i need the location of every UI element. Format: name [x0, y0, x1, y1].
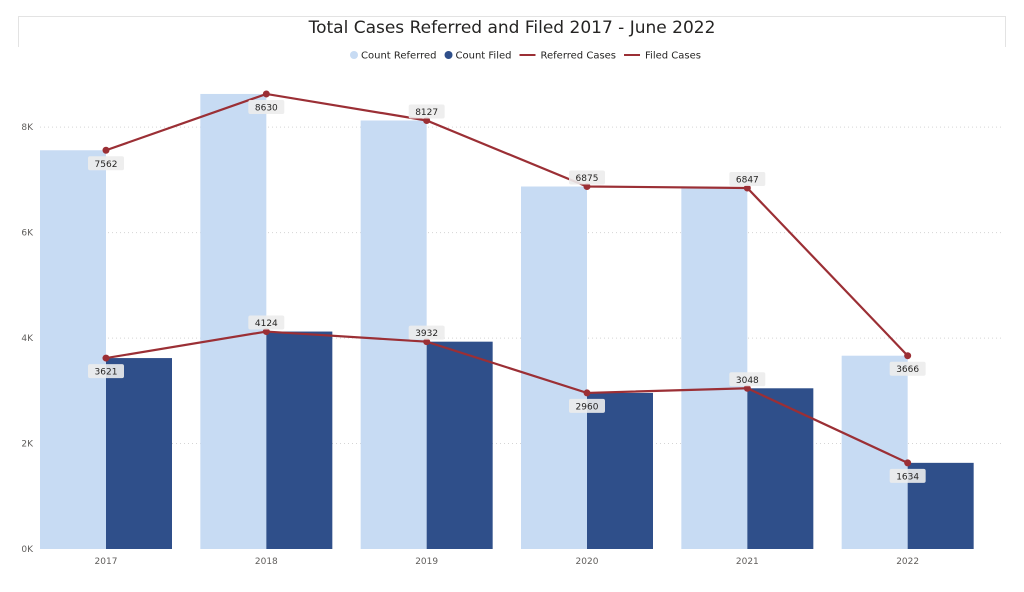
- data-label-filed-cases-2019: 3932: [415, 329, 438, 339]
- data-label-box-filed-cases-2022: [889, 468, 926, 483]
- legend-label-count-filed: Count Filed: [456, 51, 512, 62]
- marker-referred-cases-2021: [743, 184, 751, 192]
- data-label-box-referred-cases-2020: [569, 170, 605, 185]
- legend-marker-count-referred: [350, 51, 358, 59]
- y-tick-label-4K: 4K: [21, 334, 34, 344]
- line-referred-cases: [105, 92, 909, 357]
- legend-label-referred-cases: Referred Cases: [541, 51, 617, 62]
- marker-filed-cases-2017: [102, 354, 110, 362]
- marker-referred-cases-2022: [904, 352, 912, 360]
- legend-label-filed-cases: Filed Cases: [645, 51, 701, 62]
- x-tick-label-2021: 2021: [736, 557, 759, 567]
- marker-filed-cases-2020: [583, 389, 591, 397]
- data-label-box-filed-cases-2019: [408, 325, 445, 340]
- data-label-box-referred-cases-2019: [408, 104, 445, 119]
- marker-filed-cases-2021: [743, 384, 751, 392]
- legend-label-count-referred: Count Referred: [361, 51, 437, 62]
- data-label-box-referred-cases-2017: [88, 156, 124, 171]
- data-label-referred-cases-2019: 8127: [415, 108, 438, 118]
- y-tick-label-8K: 8K: [21, 123, 34, 133]
- legend-marker-count-filed: [444, 51, 453, 59]
- marker-referred-cases-2019: [423, 116, 431, 124]
- data-label-box-filed-cases-2021: [729, 372, 766, 387]
- y-tick-label-0K: 0K: [21, 545, 34, 555]
- data-label-box-referred-cases-2022: [889, 361, 926, 376]
- bar-count-filed-2021: [747, 388, 814, 549]
- y-tick-label-2K: 2K: [21, 440, 34, 450]
- data-label-referred-cases-2020: 6875: [576, 174, 599, 184]
- bar-count-filed-2018: [266, 331, 333, 549]
- data-label-box-filed-cases-2017: [88, 364, 124, 379]
- x-tick-label-2019: 2019: [415, 557, 438, 567]
- bar-count-filed-2020: [587, 392, 653, 549]
- x-tick-label-2018: 2018: [255, 557, 278, 567]
- data-label-box-filed-cases-2020: [569, 398, 605, 413]
- bar-count-referred-2021: [681, 187, 748, 550]
- data-label-referred-cases-2017: 7562: [95, 160, 118, 170]
- data-label-referred-cases-2018: 8630: [255, 103, 278, 113]
- y-tick-label-6K: 6K: [21, 229, 34, 239]
- x-tick-label-2020: 2020: [576, 557, 599, 567]
- chart-title: Total Cases Referred and Filed 2017 - Ju…: [308, 18, 716, 38]
- data-label-filed-cases-2017: 3621: [95, 368, 118, 378]
- marker-referred-cases-2018: [262, 90, 270, 98]
- x-tick-label-2022: 2022: [896, 557, 919, 567]
- bar-count-referred-2022: [841, 355, 908, 549]
- marker-filed-cases-2019: [423, 338, 431, 346]
- x-tick-label-2017: 2017: [95, 557, 118, 567]
- marker-filed-cases-2018: [262, 328, 270, 336]
- line-filed-cases: [105, 330, 909, 464]
- data-label-referred-cases-2021: 6847: [736, 175, 759, 185]
- marker-referred-cases-2017: [102, 146, 110, 154]
- bar-count-referred-2020: [521, 186, 587, 549]
- chart-header-frame: [18, 16, 1006, 47]
- data-label-filed-cases-2022: 1634: [896, 472, 919, 482]
- bar-count-referred-2017: [40, 150, 106, 549]
- bar-count-filed-2017: [106, 358, 172, 549]
- data-label-filed-cases-2020: 2960: [576, 402, 599, 412]
- data-label-filed-cases-2018: 4124: [255, 319, 278, 329]
- data-label-box-filed-cases-2018: [248, 315, 285, 330]
- data-label-box-referred-cases-2018: [248, 99, 285, 114]
- marker-referred-cases-2020: [583, 182, 591, 190]
- data-label-referred-cases-2022: 3666: [896, 365, 919, 375]
- data-label-filed-cases-2021: 3048: [736, 376, 759, 386]
- data-label-box-referred-cases-2021: [729, 171, 766, 186]
- marker-filed-cases-2022: [904, 459, 912, 467]
- bar-count-filed-2019: [426, 341, 493, 549]
